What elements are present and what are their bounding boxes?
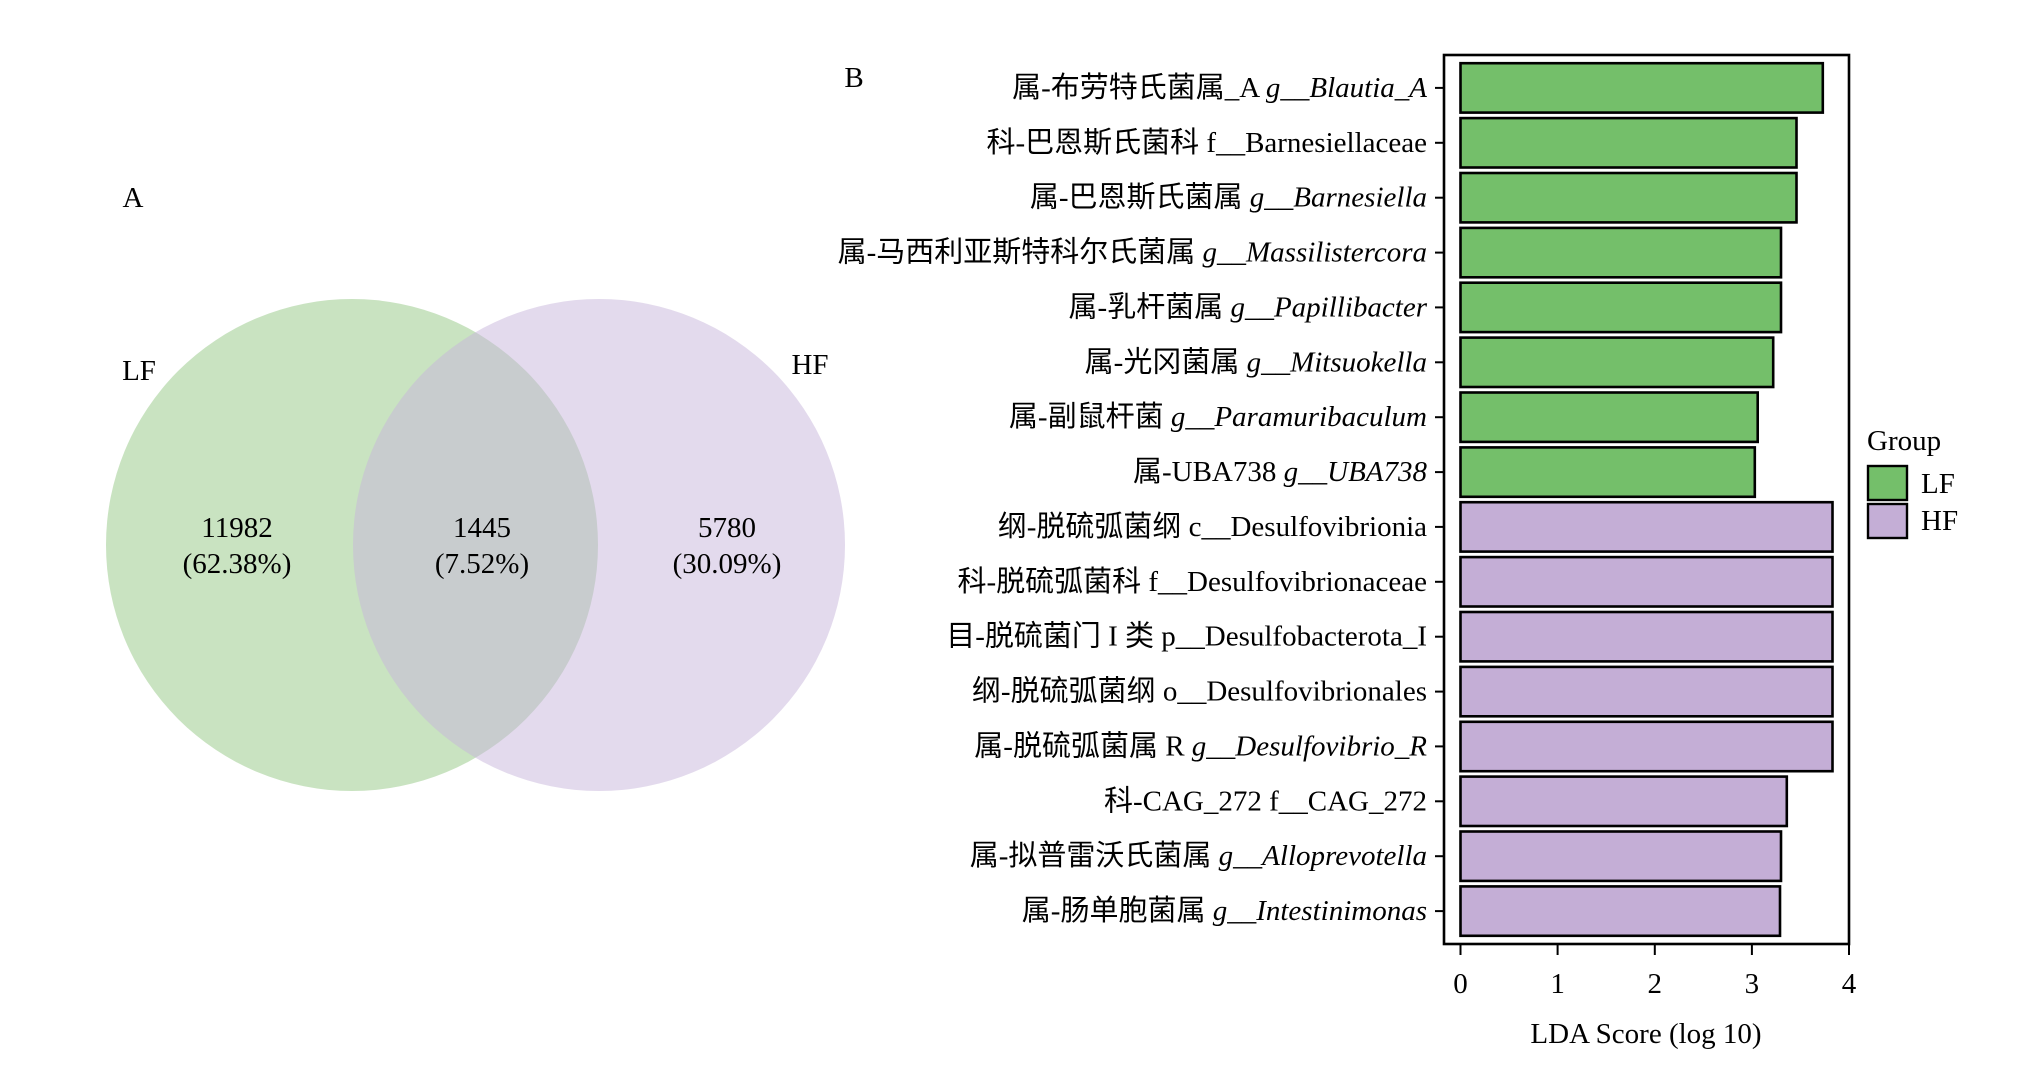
- y-tick-label: 属-拟普雷沃氏菌属 g__Alloprevotella: [970, 839, 1427, 872]
- x-tick-label: 1: [1550, 968, 1565, 1000]
- venn-region-count: 1445: [453, 512, 511, 544]
- plot-panel-border: [1442, 53, 1851, 946]
- y-tick-label-taxon: g__UBA738: [1284, 456, 1428, 488]
- venn-set-label-hf: HF: [791, 349, 828, 381]
- bar: [1459, 446, 1757, 499]
- bar: [1459, 226, 1783, 279]
- y-tick-label-taxon: c__Desulfovibrionia: [1189, 511, 1428, 543]
- bar: [1459, 555, 1834, 608]
- y-tick-label-taxon: g__Desulfovibrio_R: [1192, 730, 1427, 762]
- y-tick-label-prefix: 属-脱硫弧菌属 R: [974, 729, 1192, 762]
- venn-region-count: 11982: [201, 512, 272, 544]
- venn-region-percent: (30.09%): [673, 548, 782, 580]
- y-tick-label-prefix: 属-布劳特氏菌属_A: [1012, 71, 1266, 104]
- venn-circle-hf: [353, 299, 845, 791]
- bar: [1459, 61, 1825, 114]
- y-tick-label: 纲-脱硫弧菌纲 c__Desulfovibrionia: [998, 510, 1427, 543]
- y-tick-label-prefix: 属-光冈菌属: [1085, 345, 1247, 378]
- bar: [1459, 500, 1834, 553]
- y-tick-label-prefix: 属-UBA738: [1133, 456, 1284, 488]
- legend-label-hf: HF: [1921, 505, 1958, 537]
- x-axis: 0 1 2 3 4: [1453, 944, 1857, 1000]
- y-tick-label: 属-副鼠杆菌 g__Paramuribaculum: [1009, 400, 1427, 433]
- y-tick-label-taxon: g__Intestinimonas: [1213, 895, 1427, 927]
- y-tick-label-prefix: 科-巴恩斯氏菌科: [986, 126, 1206, 159]
- y-tick-label: 属-UBA738 g__UBA738: [1133, 456, 1428, 488]
- y-tick-label-taxon: f__Desulfovibrionaceae: [1148, 566, 1427, 598]
- x-tick-label: 3: [1745, 968, 1760, 1000]
- panel-label-a: A: [123, 182, 144, 214]
- x-tick-label: 0: [1453, 968, 1468, 1000]
- y-tick-label-prefix: 目-脱硫菌门 I 类: [946, 620, 1161, 653]
- bar: [1459, 610, 1834, 663]
- venn-region-percent: (7.52%): [435, 548, 529, 580]
- y-tick-label: 目-脱硫菌门 I 类 p__Desulfobacterota_I: [946, 620, 1427, 653]
- y-tick-label: 属-乳杆菌属 g__Papillibacter: [1069, 290, 1428, 323]
- venn-region-count: 5780: [698, 512, 756, 544]
- bar: [1459, 171, 1798, 224]
- venn-set-label-lf: LF: [122, 355, 156, 387]
- y-tick-label-taxon: g__Papillibacter: [1230, 291, 1427, 323]
- bar: [1459, 391, 1760, 444]
- legend-key-hf: [1866, 502, 1909, 540]
- y-tick-label-taxon: o__Desulfovibrionales: [1163, 676, 1427, 708]
- bars: [1459, 61, 1834, 938]
- y-tick-label: 属-布劳特氏菌属_A g__Blautia_A: [1012, 71, 1427, 104]
- bar: [1459, 885, 1782, 938]
- y-tick-label-prefix: 纲-脱硫弧菌纲: [998, 510, 1189, 543]
- y-tick-label-taxon: g__Paramuribaculum: [1171, 401, 1427, 433]
- y-tick-label: 科-巴恩斯氏菌科 f__Barnesiellaceae: [986, 126, 1427, 159]
- y-tick-label: 属-巴恩斯氏菌属 g__Barnesiella: [1030, 181, 1427, 214]
- lda-bar-panel: B 属-布劳特氏菌属_A g__Blautia_A 科-巴恩斯氏菌科 f__Bar…: [838, 53, 1857, 1050]
- bar: [1459, 665, 1834, 718]
- legend: Group LF HF: [1866, 425, 1958, 540]
- y-tick-label-taxon: g__Barnesiella: [1250, 182, 1427, 214]
- y-tick-label-prefix: 属-马西利亚斯特科尔氏菌属: [838, 236, 1203, 269]
- y-tick-label: 纲-脱硫弧菌纲 o__Desulfovibrionales: [972, 675, 1427, 708]
- y-tick-label-prefix: 属-肠单胞菌属: [1022, 894, 1213, 927]
- venn-panel: A LF HF 11982 (62.38%) 1445 (7.52%) 5780 (30.…: [106, 182, 845, 791]
- bar: [1459, 281, 1783, 334]
- venn-region-percent: (62.38%): [183, 548, 292, 580]
- bar: [1459, 336, 1775, 389]
- panel-label-b: B: [844, 62, 863, 94]
- x-tick-label: 2: [1648, 968, 1663, 1000]
- y-tick-label-prefix: 属-拟普雷沃氏菌属: [970, 839, 1219, 872]
- y-tick-label-prefix: 科-CAG_272: [1104, 784, 1269, 817]
- y-axis: 属-布劳特氏菌属_A g__Blautia_A 科-巴恩斯氏菌科 f__Barne…: [838, 71, 1444, 927]
- y-tick-label-taxon: f__Barnesiellaceae: [1206, 127, 1427, 159]
- legend-key-lf: [1866, 464, 1909, 502]
- bar: [1459, 116, 1798, 169]
- y-tick-label-taxon: g__Alloprevotella: [1219, 840, 1427, 872]
- y-tick-label-prefix: 属-巴恩斯氏菌属: [1030, 181, 1250, 214]
- y-tick-label-taxon: f__CAG_272: [1269, 785, 1427, 817]
- y-tick-label-taxon: g__Blautia_A: [1266, 72, 1427, 104]
- y-tick-label-taxon: p__Desulfobacterota_I: [1161, 621, 1427, 653]
- y-tick-label-prefix: 属-副鼠杆菌: [1009, 400, 1171, 433]
- bar: [1459, 830, 1783, 883]
- venn-region-labels: 11982 (62.38%) 1445 (7.52%) 5780 (30.09%): [183, 512, 782, 580]
- x-axis-title: LDA Score (log 10): [1530, 1018, 1761, 1050]
- y-tick-label: 属-肠单胞菌属 g__Intestinimonas: [1022, 894, 1427, 927]
- y-tick-label-taxon: g__Massilistercora: [1203, 237, 1427, 269]
- y-tick-label-prefix: 属-乳杆菌属: [1069, 290, 1231, 323]
- y-tick-label: 属-马西利亚斯特科尔氏菌属 g__Massilistercora: [838, 236, 1427, 269]
- bar: [1459, 720, 1834, 773]
- x-tick-label: 4: [1842, 968, 1857, 1000]
- y-tick-label-prefix: 科-脱硫弧菌科: [957, 565, 1148, 598]
- y-tick-label: 科-CAG_272 f__CAG_272: [1104, 784, 1427, 817]
- legend-label-lf: LF: [1921, 468, 1955, 500]
- y-tick-label-prefix: 纲-脱硫弧菌纲: [972, 675, 1163, 708]
- y-tick-label: 属-脱硫弧菌属 R g__Desulfovibrio_R: [974, 729, 1427, 762]
- y-tick-label: 科-脱硫弧菌科 f__Desulfovibrionaceae: [957, 565, 1427, 598]
- y-tick-label: 属-光冈菌属 g__Mitsuokella: [1085, 345, 1427, 378]
- bar: [1459, 775, 1789, 828]
- y-tick-label-taxon: g__Mitsuokella: [1247, 346, 1427, 378]
- legend-title: Group: [1867, 425, 1941, 457]
